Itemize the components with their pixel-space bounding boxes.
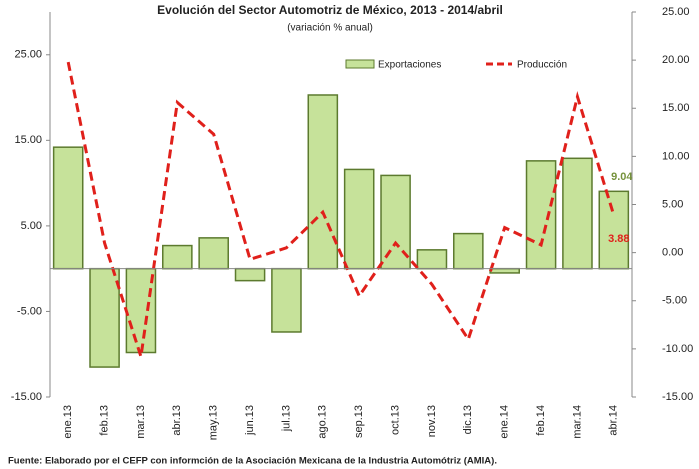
x-tick-label: mar.14 xyxy=(571,405,583,439)
bar xyxy=(271,267,302,333)
x-tick-label: oct.13 xyxy=(389,405,401,435)
data-label: 9.04 xyxy=(611,171,633,183)
x-tick-label: ago.13 xyxy=(317,405,329,439)
y-tick-label: -5.00 xyxy=(17,305,42,317)
x-tick-label: may.13 xyxy=(208,405,220,440)
y2-tick-label: 25.00 xyxy=(662,6,690,18)
x-tick-label: ene.14 xyxy=(499,405,511,439)
legend-swatch xyxy=(345,59,375,69)
y-tick-label: 5.00 xyxy=(21,220,42,232)
y2-tick-label: 0.00 xyxy=(662,247,683,259)
x-tick-label: abr.14 xyxy=(608,405,620,436)
data-label: 3.88 xyxy=(608,233,629,245)
x-tick-label: jun.13 xyxy=(244,405,256,436)
bar xyxy=(416,249,448,270)
x-tick-label: sep.13 xyxy=(353,405,365,438)
y2-tick-label: -5.00 xyxy=(662,295,687,307)
bar xyxy=(453,232,484,270)
x-tick-label: dic.13 xyxy=(462,405,474,434)
line xyxy=(66,61,616,358)
legend-label: Exportaciones xyxy=(378,60,441,71)
y-tick-label: 15.00 xyxy=(14,134,42,146)
x-tick-label: feb.13 xyxy=(98,405,110,436)
legend-label: Producción xyxy=(517,60,567,71)
x-tick-label: abr.13 xyxy=(171,405,183,436)
y2-tick-label: 15.00 xyxy=(662,102,690,114)
bar xyxy=(489,267,520,274)
bar xyxy=(343,168,375,270)
bar xyxy=(52,146,84,270)
y2-tick-label: 5.00 xyxy=(662,198,683,210)
bar xyxy=(562,157,593,270)
y2-tick-label: 20.00 xyxy=(662,54,690,66)
bar xyxy=(89,267,120,368)
bar xyxy=(307,94,339,270)
y-tick-label: 25.00 xyxy=(14,49,42,61)
y2-tick-label: -10.00 xyxy=(662,343,693,355)
bar xyxy=(525,160,557,270)
chart-subtitle: (variación % anual) xyxy=(287,23,373,34)
source-note: Fuente: Elaborado por el CEFP con inform… xyxy=(8,456,497,467)
bar xyxy=(162,244,193,270)
x-tick-label: mar.13 xyxy=(135,405,147,439)
bar xyxy=(198,237,229,270)
x-tick-label: jul.13 xyxy=(280,405,292,432)
chart-title: Evolución del Sector Automotriz de Méxic… xyxy=(157,3,503,17)
x-tick-label: feb.14 xyxy=(535,405,547,436)
y2-tick-label: 10.00 xyxy=(662,150,690,162)
x-tick-label: ene.13 xyxy=(62,405,74,439)
bar xyxy=(598,190,630,270)
y2-tick-label: -15.00 xyxy=(662,391,693,403)
x-tick-label: nov.13 xyxy=(426,405,438,437)
y-tick-label: -15.00 xyxy=(11,391,42,403)
bar xyxy=(234,267,266,282)
